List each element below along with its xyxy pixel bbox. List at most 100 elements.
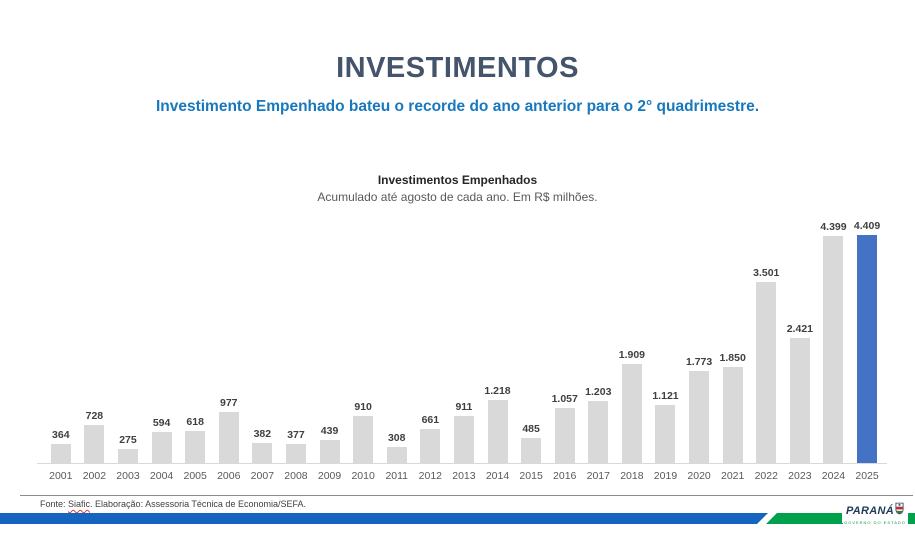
chart-header: Investimentos Empenhados Acumulado até a… [0, 173, 915, 204]
bar [588, 401, 609, 463]
bar-value-label: 4.399 [820, 221, 847, 233]
bar [218, 412, 239, 463]
bar-column: 1.909 [615, 212, 649, 463]
footer-stripe-blue [0, 513, 768, 524]
bar [857, 235, 878, 463]
source-note: Fonte: Siafic. Elaboração: Assessoria Té… [40, 499, 306, 509]
bar-column: 485 [514, 212, 548, 463]
x-axis-label: 2007 [250, 470, 275, 482]
x-axis-label: 2001 [49, 470, 73, 482]
x-axis-label: 2015 [519, 470, 543, 482]
bar [722, 367, 743, 463]
parana-government-logo: PARANÁ GOVERNO DO ESTADO [842, 502, 908, 525]
bar [453, 416, 474, 463]
bar [756, 282, 777, 463]
source-word-siafic: Siafic [68, 499, 91, 509]
x-axis-label: 2010 [351, 470, 375, 482]
bar-column: 910 [346, 212, 380, 463]
bar-value-label: 2.421 [786, 323, 813, 335]
bar-column: 977 [212, 212, 246, 463]
x-axis-label: 2006 [217, 470, 241, 482]
page-title: INVESTIMENTOS [336, 52, 579, 84]
chart-title: Investimentos Empenhados [377, 173, 538, 187]
bar-value-label: 308 [387, 432, 406, 444]
bar [487, 400, 508, 463]
footer-stripe-green [766, 513, 915, 524]
bar-column: 4.409 [850, 212, 884, 463]
bar-value-label: 275 [119, 434, 137, 446]
bar-value-label: 661 [421, 414, 440, 426]
bar [117, 449, 138, 463]
bar-column: 1.203 [582, 212, 616, 463]
x-axis-label: 2011 [385, 470, 409, 482]
bar [185, 431, 206, 463]
bar-value-label: 1.218 [484, 385, 511, 397]
bar [789, 338, 810, 463]
bar [84, 425, 105, 463]
bar-value-label: 377 [287, 429, 305, 441]
x-axis-label: 2002 [82, 470, 107, 482]
bar-value-label: 1.203 [585, 386, 612, 398]
logo-wordmark: PARANÁ [845, 504, 895, 517]
bar-column: 382 [246, 212, 280, 463]
x-axis-label: 2016 [553, 470, 577, 482]
bar [285, 444, 306, 463]
x-axis-label: 2014 [485, 470, 510, 482]
x-axis-label: 2013 [452, 470, 476, 482]
bar-value-label: 439 [320, 425, 339, 437]
x-axis-label: 2023 [788, 470, 812, 482]
bar-column: 3.501 [749, 212, 783, 463]
bar-value-label: 618 [186, 416, 204, 428]
bar-columns: 364 728 275 594 618 977 382 377 439 910 308 661 911 1… [44, 212, 884, 463]
bar [151, 432, 172, 463]
bar-value-label: 1.121 [652, 390, 679, 402]
x-axis-label: 2024 [821, 470, 846, 482]
bar-column: 1.121 [649, 212, 683, 463]
bar-value-label: 1.773 [685, 356, 713, 368]
x-axis-label: 2012 [418, 470, 442, 482]
bar-value-label: 911 [455, 401, 473, 413]
bar-column: 1.218 [481, 212, 515, 463]
bar-column: 618 [178, 212, 212, 463]
x-axis-label: 2022 [754, 470, 778, 482]
x-axis-labels: 2001 2002 2003 2004 2005 2006 2007 2008 2009 2010… [44, 470, 884, 482]
chart-subtitle: Acumulado até agosto de cada ano. Em R$ … [317, 190, 598, 204]
bar-column: 661 [414, 212, 448, 463]
bar [554, 408, 575, 463]
bar-value-label: 910 [354, 401, 372, 413]
x-axis-label: 2009 [317, 470, 342, 482]
source-prefix: Fonte: [40, 499, 69, 509]
bar [386, 447, 407, 463]
footer-divider [20, 495, 913, 496]
bar-value-label: 728 [85, 410, 104, 422]
bar-column: 308 [380, 212, 414, 463]
x-axis-label: 2004 [149, 470, 174, 482]
bar-column: 594 [145, 212, 179, 463]
x-axis-label: 2005 [183, 470, 207, 482]
bar [50, 444, 71, 463]
x-axis-label: 2017 [586, 470, 610, 482]
bar-column: 1.057 [548, 212, 582, 463]
bar-column: 1.850 [716, 212, 750, 463]
x-axis-label: 2021 [720, 470, 745, 482]
bar [521, 438, 542, 463]
bar [823, 236, 844, 463]
source-suffix: . Elaboração: Assessoria Técnica de Econ… [90, 499, 306, 509]
bar-column: 4.399 [817, 212, 851, 463]
bar [689, 371, 710, 463]
bar-column: 911 [447, 212, 481, 463]
x-axis-label: 2018 [620, 470, 644, 482]
bar-value-label: 594 [152, 417, 171, 429]
bar-value-label: 485 [522, 423, 540, 435]
bar-value-label: 4.409 [853, 220, 881, 232]
logo-row: PARANÁ [846, 502, 904, 520]
bar-value-label: 3.501 [753, 267, 780, 279]
bar-value-label: 382 [253, 428, 272, 440]
bar [420, 429, 441, 463]
bar [319, 440, 340, 463]
x-axis-label: 2019 [653, 470, 678, 482]
bar [353, 416, 374, 463]
bar-column: 364 [44, 212, 78, 463]
bar [655, 405, 676, 463]
